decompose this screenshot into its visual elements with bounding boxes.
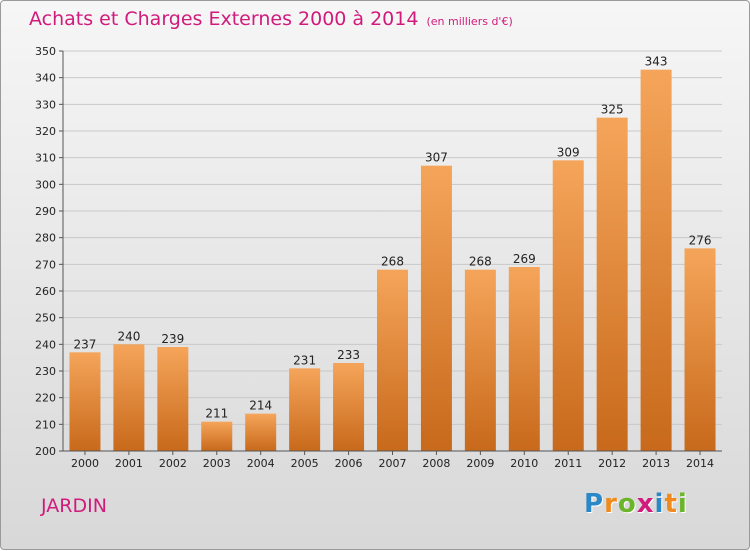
bar [333, 363, 365, 451]
data-label: 231 [293, 353, 316, 367]
data-label: 276 [689, 233, 712, 247]
brand-logo: Proxiti [584, 489, 688, 519]
y-tick-label: 220 [35, 392, 56, 405]
brand-letter: o [617, 489, 637, 519]
x-tick-label: 2008 [422, 457, 450, 470]
brand-letter: i [677, 489, 688, 519]
data-label: 239 [161, 332, 184, 346]
x-tick-label: 2009 [466, 457, 494, 470]
bar [552, 160, 584, 452]
bar [245, 413, 277, 451]
bar [640, 69, 672, 452]
bar [596, 117, 628, 452]
y-tick-label: 310 [35, 152, 56, 165]
x-tick-label: 2000 [71, 457, 99, 470]
data-label: 214 [249, 399, 272, 413]
data-label: 343 [645, 55, 668, 69]
chart-title: Achats et Charges Externes 2000 à 2014 (e… [29, 8, 513, 30]
location-label: JARDIN [41, 495, 107, 517]
bar [289, 368, 321, 451]
data-label: 237 [74, 337, 97, 351]
y-tick-label: 200 [35, 445, 56, 458]
x-tick-label: 2003 [203, 457, 231, 470]
bars [69, 69, 716, 452]
x-tick-label: 2001 [115, 457, 143, 470]
bar [201, 421, 233, 451]
x-tick-label: 2002 [159, 457, 187, 470]
x-tick-label: 2013 [642, 457, 670, 470]
title-text: Achats et Charges Externes 2000 à 2014 [29, 8, 419, 30]
y-tick-label: 230 [35, 365, 56, 378]
x-tick-label: 2007 [379, 457, 407, 470]
x-tick-label: 2010 [510, 457, 538, 470]
y-tick-label: 250 [35, 312, 56, 325]
brand-letter: r [604, 489, 618, 519]
brand-letter: i [654, 489, 665, 519]
brand-letter: P [584, 489, 605, 519]
y-tick-label: 330 [35, 98, 56, 111]
data-label: 268 [381, 255, 404, 269]
data-label: 307 [425, 151, 448, 165]
data-label: 240 [117, 329, 140, 343]
x-tick-label: 2006 [335, 457, 363, 470]
bar [684, 248, 716, 451]
y-tick-label: 320 [35, 125, 56, 138]
bar [377, 269, 408, 451]
data-label: 309 [557, 145, 580, 159]
axes: 200 210 220 230 240 250 260 270 280 290 300 310 320 3… [35, 45, 722, 470]
data-label: 233 [337, 348, 360, 362]
data-label: 211 [205, 407, 228, 421]
unit-note: (en milliers d'€) [426, 15, 513, 28]
x-tick-label: 2012 [598, 457, 626, 470]
data-label: 269 [513, 252, 536, 266]
bar [69, 352, 101, 451]
y-tick-label: 290 [35, 205, 56, 218]
bar [420, 165, 452, 451]
x-tick-label: 2005 [291, 457, 319, 470]
bar [157, 347, 189, 451]
y-tick-label: 240 [35, 338, 56, 351]
bar [464, 269, 496, 451]
y-tick-label: 340 [35, 72, 56, 85]
data-label: 268 [469, 255, 492, 269]
bar [508, 267, 540, 451]
brand-letter: x [636, 489, 655, 519]
y-tick-label: 260 [35, 285, 56, 298]
x-tick-label: 2011 [554, 457, 582, 470]
value-labels: 237 240 239 211 214 231 233 268 307 268 269 309 325 3… [74, 55, 712, 421]
brand-letter: t [664, 489, 678, 519]
x-tick-label: 2014 [686, 457, 714, 470]
data-label: 325 [601, 103, 624, 117]
bar [113, 344, 145, 451]
y-tick-label: 300 [35, 178, 56, 191]
y-tick-label: 270 [35, 258, 56, 271]
y-tick-label: 280 [35, 232, 56, 245]
y-tick-label: 350 [35, 45, 56, 58]
x-tick-label: 2004 [247, 457, 275, 470]
y-tick-label: 210 [35, 418, 56, 431]
